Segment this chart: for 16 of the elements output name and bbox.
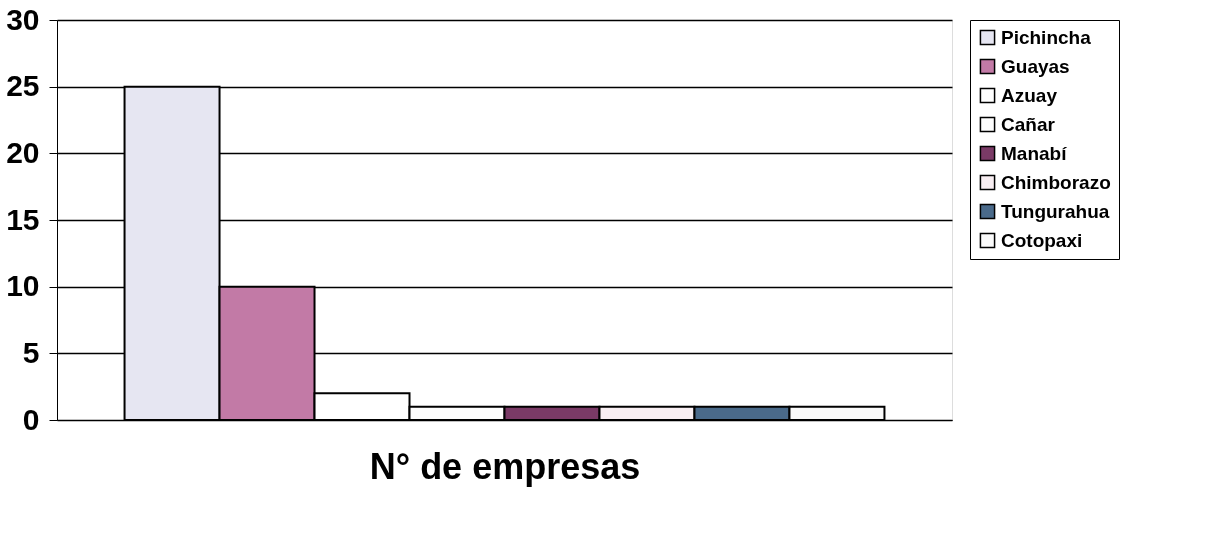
legend-label: Manabí bbox=[1001, 142, 1068, 164]
y-tick-label: 25 bbox=[6, 69, 40, 103]
legend-label: Chimborazo bbox=[1001, 171, 1111, 193]
legend-label: Pichincha bbox=[1001, 26, 1092, 48]
legend-label: Tungurahua bbox=[1001, 200, 1110, 222]
legend-label: Cotopaxi bbox=[1001, 229, 1083, 251]
legend-label: Cañar bbox=[1001, 113, 1056, 135]
y-tick-label: 15 bbox=[6, 202, 40, 236]
x-axis-title: N° de empresas bbox=[369, 445, 641, 487]
legend-label: Azuay bbox=[1001, 84, 1058, 106]
y-tick-label: 10 bbox=[6, 269, 40, 303]
legend-label: Guayas bbox=[1001, 55, 1070, 77]
y-tick-label: 0 bbox=[22, 402, 40, 436]
y-tick-label: 20 bbox=[6, 135, 40, 169]
y-tick-label: 30 bbox=[6, 2, 40, 36]
y-tick-label: 5 bbox=[22, 335, 40, 369]
